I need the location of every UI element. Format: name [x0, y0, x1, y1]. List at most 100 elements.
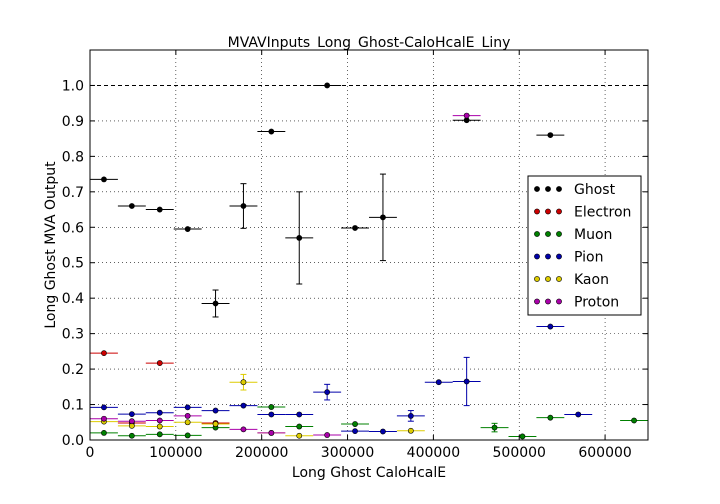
marker [324, 432, 331, 438]
marker [128, 432, 135, 439]
marker [463, 378, 470, 385]
y-tick-label: 1.0 [62, 78, 84, 94]
legend-entry: Pion [534, 250, 603, 266]
marker [156, 431, 163, 438]
data-point [145, 423, 174, 430]
legend-label: Electron [574, 205, 631, 221]
marker [519, 433, 526, 440]
series-muon [90, 404, 648, 440]
y-tick-label: 0.5 [62, 256, 84, 272]
y-tick-label: 0.4 [62, 291, 84, 307]
marker [156, 409, 163, 416]
data-point [424, 379, 453, 386]
data-point [90, 430, 118, 436]
legend-label: Pion [574, 250, 603, 266]
legend-entry: Electron [534, 205, 631, 221]
marker [184, 226, 191, 232]
legend-marker [556, 208, 562, 215]
data-point [285, 432, 314, 439]
data-point [508, 433, 537, 440]
y-tick-label: 0.7 [62, 185, 84, 201]
data-point [536, 414, 565, 421]
data-point [452, 356, 481, 407]
marker [324, 389, 331, 396]
data-point [480, 422, 509, 433]
x-axis-label: Long Ghost CaloHcalE [292, 465, 446, 481]
marker [212, 300, 219, 307]
series-kaon [90, 373, 425, 439]
legend-marker [534, 253, 540, 260]
marker [268, 411, 275, 418]
legend-marker [556, 276, 562, 282]
legend-marker [556, 298, 562, 305]
marker [184, 432, 191, 439]
data-point [257, 128, 286, 135]
data-point [229, 183, 258, 229]
marker [128, 203, 135, 209]
legend-marker [556, 186, 562, 192]
series-pion [90, 323, 593, 435]
legend-marker [545, 208, 551, 215]
data-point [117, 203, 146, 209]
marker [184, 404, 191, 411]
series-proton [90, 112, 481, 438]
data-point [117, 432, 146, 439]
data-point [145, 206, 174, 213]
y-axis-label: Long Ghost MVA Output [43, 161, 59, 329]
data-point [341, 225, 369, 231]
legend-marker [545, 186, 551, 192]
marker [407, 427, 414, 434]
data-point [341, 421, 369, 427]
marker [547, 414, 554, 421]
marker [101, 430, 107, 436]
legend-entry: Ghost [534, 182, 616, 198]
x-tick-label: 400000 [407, 445, 460, 461]
x-tick-label: 600000 [578, 445, 631, 461]
marker [324, 82, 331, 89]
data-point [173, 419, 202, 426]
legend-marker [534, 231, 540, 237]
marker [296, 411, 303, 418]
data-point [229, 426, 258, 433]
data-point [285, 191, 314, 285]
data-point [145, 431, 174, 438]
data-point [341, 428, 369, 435]
data-point [536, 132, 565, 138]
marker [631, 417, 637, 424]
marker [268, 128, 275, 135]
x-tick-label: 0 [86, 445, 95, 461]
x-tick-label: 100000 [149, 445, 202, 461]
axis-ticks: 0 100000 200000 300000 400000 500000 600000 0.0… [62, 50, 648, 461]
legend-label: Kaon [574, 272, 609, 288]
data-point [90, 350, 118, 357]
marker [101, 350, 107, 357]
marker [547, 132, 554, 138]
marker [296, 432, 303, 439]
legend-marker [545, 253, 551, 260]
data-point [90, 404, 118, 411]
marker [184, 412, 191, 419]
data-point [257, 404, 286, 410]
legend-label: Ghost [574, 182, 616, 198]
marker [156, 423, 163, 430]
marker [352, 225, 358, 231]
marker [101, 404, 107, 411]
marker [101, 415, 107, 422]
legend-marker [556, 253, 562, 260]
data-point [452, 112, 481, 119]
data-point [369, 428, 397, 435]
series-layer [90, 82, 648, 440]
legend-box [527, 175, 642, 316]
legend-marker [556, 231, 562, 237]
marker [268, 430, 275, 436]
plot-area-frame [89, 49, 649, 441]
marker [407, 412, 414, 419]
marker [547, 323, 554, 330]
y-tick-label: 0.3 [62, 327, 84, 343]
legend-label: Muon [574, 227, 612, 243]
data-point [145, 360, 174, 366]
data-point [117, 411, 146, 418]
marker [156, 417, 163, 424]
data-point [564, 411, 593, 418]
